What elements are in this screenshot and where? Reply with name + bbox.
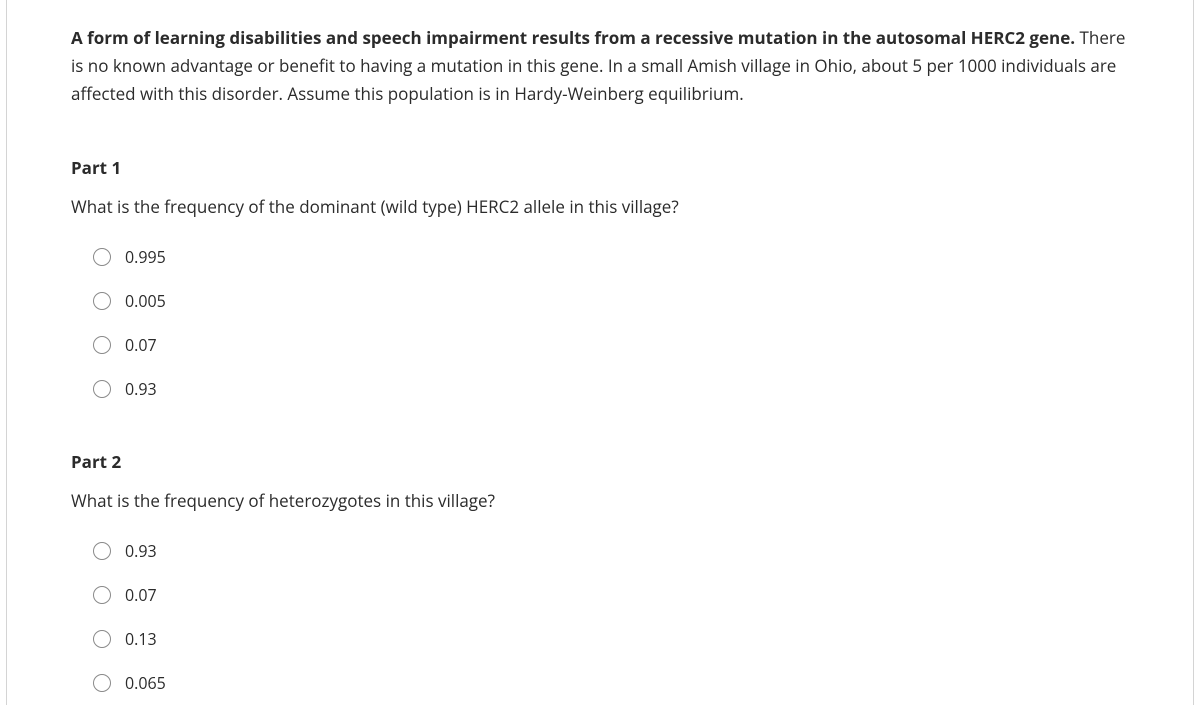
radio-icon	[93, 248, 111, 266]
part-1-title: Part 1	[71, 156, 1129, 179]
part-2-option-1[interactable]: 0.07	[93, 584, 1129, 606]
part-1-question: What is the frequency of the dominant (w…	[71, 195, 1129, 218]
question-intro: A form of learning disabilities and spee…	[71, 24, 1129, 108]
option-label: 0.07	[125, 584, 157, 606]
intro-bold: A form of learning disabilities and spee…	[71, 26, 1075, 49]
option-label: 0.93	[125, 540, 157, 562]
part-2-title: Part 2	[71, 450, 1129, 473]
option-label: 0.995	[125, 246, 166, 268]
option-label: 0.93	[125, 378, 157, 400]
part-2-option-2[interactable]: 0.13	[93, 628, 1129, 650]
radio-icon	[93, 630, 111, 648]
option-label: 0.065	[125, 672, 166, 694]
radio-icon	[93, 674, 111, 692]
part-1-options: 0.995 0.005 0.07 0.93	[71, 246, 1129, 400]
part-2: Part 2 What is the frequency of heterozy…	[71, 450, 1129, 694]
radio-icon	[93, 542, 111, 560]
part-1-option-2[interactable]: 0.07	[93, 334, 1129, 356]
radio-icon	[93, 292, 111, 310]
option-label: 0.005	[125, 290, 166, 312]
option-label: 0.07	[125, 334, 157, 356]
part-2-options: 0.93 0.07 0.13 0.065	[71, 540, 1129, 694]
question-card: A form of learning disabilities and spee…	[6, 0, 1194, 705]
part-1-option-0[interactable]: 0.995	[93, 246, 1129, 268]
part-1: Part 1 What is the frequency of the domi…	[71, 156, 1129, 400]
radio-icon	[93, 586, 111, 604]
part-1-option-1[interactable]: 0.005	[93, 290, 1129, 312]
part-1-option-3[interactable]: 0.93	[93, 378, 1129, 400]
option-label: 0.13	[125, 628, 157, 650]
part-2-question: What is the frequency of heterozygotes i…	[71, 489, 1129, 512]
part-2-option-3[interactable]: 0.065	[93, 672, 1129, 694]
radio-icon	[93, 336, 111, 354]
part-2-option-0[interactable]: 0.93	[93, 540, 1129, 562]
radio-icon	[93, 380, 111, 398]
